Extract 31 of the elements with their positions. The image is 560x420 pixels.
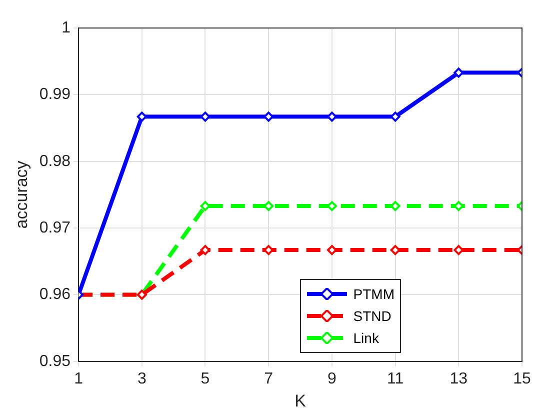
y-tick-label: 0.97 [39,219,71,236]
y-tick-label: 0.99 [39,86,71,104]
x-tick-label: 13 [450,370,468,388]
point [200,245,210,256]
x-tick-label: 15 [513,370,531,388]
point [136,112,147,122]
x-axis-title: K [294,391,307,410]
point [200,112,210,122]
point [200,201,210,212]
point [390,201,400,212]
legend-label: PTMM [353,285,394,304]
point [390,245,400,256]
point [264,201,274,212]
y-tick-label: 0.96 [39,286,71,304]
x-tick-label: 11 [386,370,404,388]
point [326,245,337,256]
legend-label: Link [353,329,379,348]
y-tick-label: 0.95 [39,352,71,370]
point [326,112,337,122]
x-tick-label: 1 [74,370,84,388]
x-tick-label: 5 [200,370,210,388]
point [264,112,274,122]
x-tick-label: 3 [137,370,146,388]
x-tick-label: 7 [264,370,274,388]
point [390,112,400,122]
y-axis-title: accuracy [12,160,31,229]
x-tick-label: 9 [327,370,336,388]
y-tick-label: 1 [62,19,71,36]
legend-label: STND [353,307,392,326]
y-tick-label: 0.98 [39,152,71,170]
point [454,68,464,78]
